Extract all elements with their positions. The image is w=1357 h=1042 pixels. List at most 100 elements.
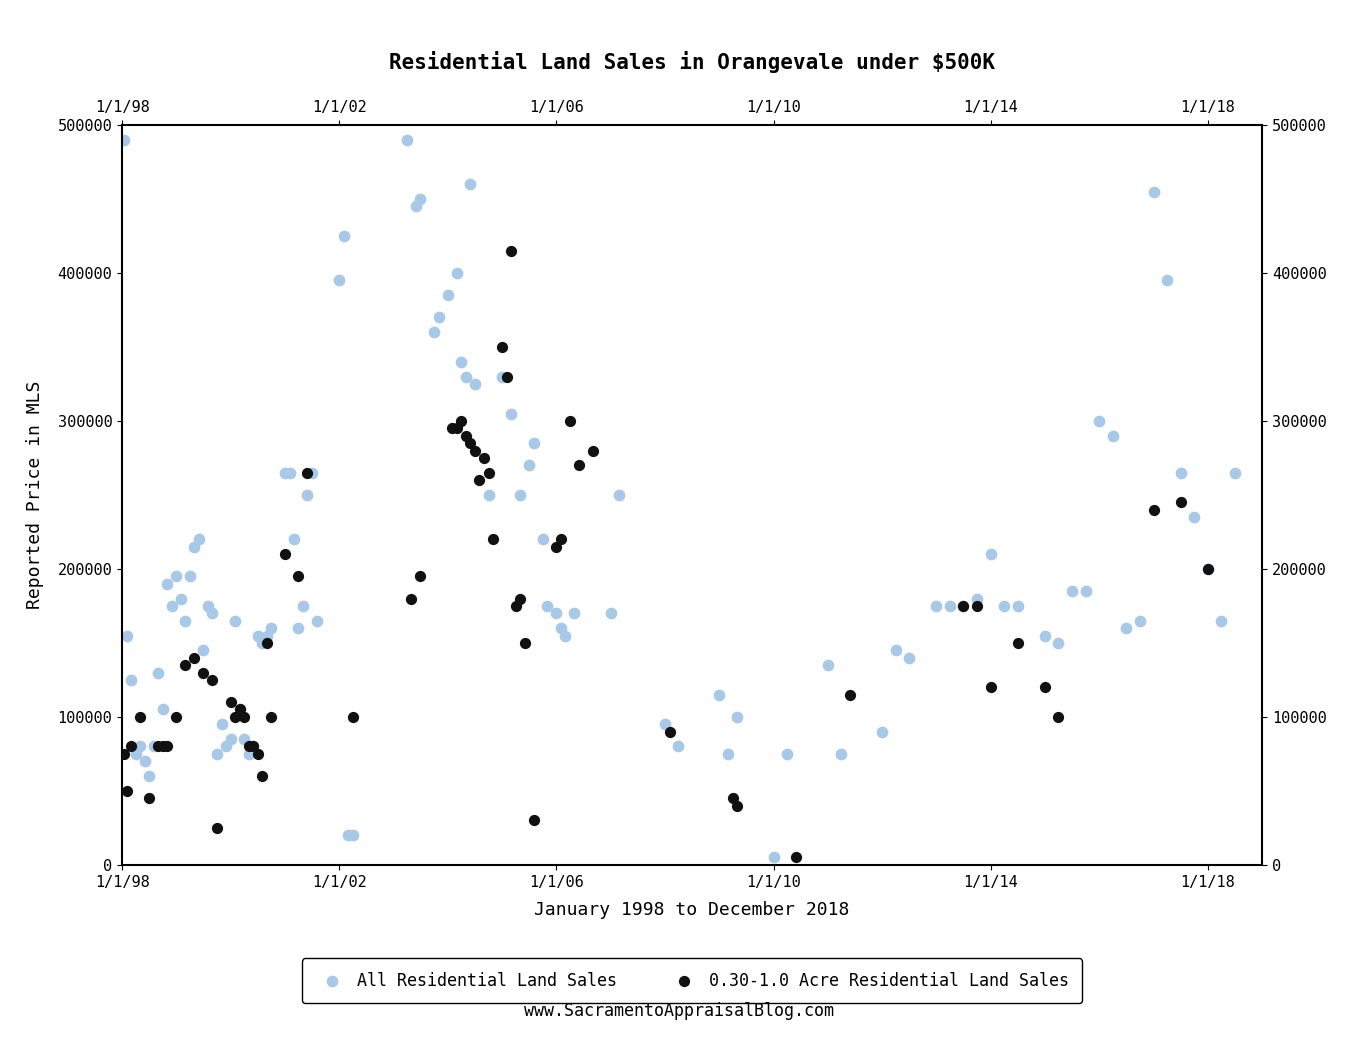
All Residential Land Sales: [274, 465, 296, 481]
0.30-1.0 Acre Residential Land Sales: [202, 671, 224, 688]
All Residential Land Sales: [142, 738, 164, 754]
0.30-1.0 Acre Residential Land Sales: [297, 465, 319, 481]
All Residential Land Sales: [202, 605, 224, 622]
0.30-1.0 Acre Residential Land Sales: [410, 568, 432, 585]
0.30-1.0 Acre Residential Land Sales: [152, 738, 174, 754]
All Residential Land Sales: [925, 598, 947, 615]
All Residential Land Sales: [953, 598, 974, 615]
All Residential Land Sales: [600, 605, 622, 622]
All Residential Land Sales: [134, 753, 156, 770]
All Residential Land Sales: [156, 575, 178, 592]
All Residential Land Sales: [174, 613, 195, 629]
All Residential Land Sales: [1143, 183, 1164, 200]
All Residential Land Sales: [237, 746, 259, 763]
0.30-1.0 Acre Residential Land Sales: [247, 746, 269, 763]
0.30-1.0 Acre Residential Land Sales: [243, 738, 265, 754]
0.30-1.0 Acre Residential Land Sales: [468, 472, 490, 489]
All Residential Land Sales: [114, 131, 136, 148]
0.30-1.0 Acre Residential Land Sales: [441, 420, 463, 437]
All Residential Land Sales: [301, 465, 323, 481]
All Residential Land Sales: [939, 598, 961, 615]
All Residential Land Sales: [871, 723, 893, 740]
All Residential Land Sales: [297, 487, 319, 503]
All Residential Land Sales: [427, 309, 449, 326]
All Residential Land Sales: [220, 730, 242, 747]
All Residential Land Sales: [170, 590, 191, 606]
0.30-1.0 Acre Residential Land Sales: [174, 656, 195, 673]
0.30-1.0 Acre Residential Land Sales: [166, 709, 187, 725]
All Residential Land Sales: [532, 531, 554, 548]
All Residential Land Sales: [125, 746, 147, 763]
0.30-1.0 Acre Residential Land Sales: [138, 790, 160, 807]
All Residential Land Sales: [210, 716, 232, 733]
All Residential Land Sales: [455, 368, 476, 384]
All Residential Land Sales: [563, 605, 585, 622]
All Residential Land Sales: [1048, 635, 1069, 651]
0.30-1.0 Acre Residential Land Sales: [156, 738, 178, 754]
All Residential Land Sales: [885, 642, 906, 659]
0.30-1.0 Acre Residential Land Sales: [1170, 494, 1191, 511]
All Residential Land Sales: [337, 827, 358, 844]
All Residential Land Sales: [256, 627, 278, 644]
All Residential Land Sales: [830, 746, 852, 763]
0.30-1.0 Acre Residential Land Sales: [119, 738, 141, 754]
0.30-1.0 Acre Residential Land Sales: [148, 738, 170, 754]
0.30-1.0 Acre Residential Land Sales: [115, 783, 137, 799]
All Residential Land Sales: [161, 598, 183, 615]
All Residential Land Sales: [509, 487, 531, 503]
All Residential Land Sales: [763, 849, 784, 866]
X-axis label: January 1998 to December 2018: January 1998 to December 2018: [535, 900, 849, 919]
All Residential Land Sales: [708, 687, 730, 703]
All Residential Land Sales: [993, 598, 1015, 615]
All Residential Land Sales: [550, 620, 571, 637]
0.30-1.0 Acre Residential Land Sales: [966, 598, 988, 615]
All Residential Land Sales: [129, 738, 151, 754]
All Residential Land Sales: [305, 613, 327, 629]
0.30-1.0 Acre Residential Land Sales: [474, 450, 495, 467]
All Residential Land Sales: [229, 701, 251, 718]
All Residential Land Sales: [1156, 272, 1178, 289]
All Residential Land Sales: [1115, 620, 1137, 637]
0.30-1.0 Acre Residential Land Sales: [206, 819, 228, 836]
All Residential Land Sales: [726, 709, 748, 725]
0.30-1.0 Acre Residential Land Sales: [455, 427, 476, 444]
All Residential Land Sales: [115, 627, 137, 644]
All Residential Land Sales: [522, 435, 544, 451]
All Residential Land Sales: [1197, 561, 1219, 577]
0.30-1.0 Acre Residential Land Sales: [514, 635, 536, 651]
0.30-1.0 Acre Residential Land Sales: [482, 531, 503, 548]
All Residential Land Sales: [119, 671, 141, 688]
0.30-1.0 Acre Residential Land Sales: [546, 539, 567, 555]
All Residential Land Sales: [546, 605, 567, 622]
All Residential Land Sales: [206, 746, 228, 763]
0.30-1.0 Acre Residential Land Sales: [495, 368, 517, 384]
All Residential Land Sales: [406, 198, 427, 215]
0.30-1.0 Acre Residential Land Sales: [251, 768, 273, 785]
All Residential Land Sales: [233, 730, 255, 747]
All Residential Land Sales: [410, 191, 432, 207]
All Residential Land Sales: [152, 701, 174, 718]
0.30-1.0 Acre Residential Land Sales: [786, 849, 807, 866]
All Residential Land Sales: [501, 405, 522, 422]
All Residential Land Sales: [668, 738, 689, 754]
All Residential Land Sales: [183, 539, 205, 555]
All Residential Land Sales: [1061, 582, 1083, 599]
0.30-1.0 Acre Residential Land Sales: [491, 339, 513, 355]
All Residential Land Sales: [224, 613, 246, 629]
0.30-1.0 Acre Residential Land Sales: [953, 598, 974, 615]
All Residential Land Sales: [451, 353, 472, 370]
0.30-1.0 Acre Residential Land Sales: [1007, 635, 1029, 651]
Title: Residential Land Sales in Orangevale under $500K: Residential Land Sales in Orangevale und…: [389, 51, 995, 74]
0.30-1.0 Acre Residential Land Sales: [980, 679, 1001, 696]
All Residential Land Sales: [138, 768, 160, 785]
0.30-1.0 Acre Residential Land Sales: [237, 738, 259, 754]
0.30-1.0 Acre Residential Land Sales: [505, 598, 527, 615]
All Residential Land Sales: [197, 598, 218, 615]
0.30-1.0 Acre Residential Land Sales: [261, 709, 282, 725]
All Residential Land Sales: [608, 487, 630, 503]
All Residential Land Sales: [332, 228, 354, 245]
All Residential Land Sales: [243, 738, 265, 754]
All Residential Land Sales: [193, 642, 214, 659]
0.30-1.0 Acre Residential Land Sales: [501, 243, 522, 259]
All Residential Land Sales: [898, 649, 920, 666]
